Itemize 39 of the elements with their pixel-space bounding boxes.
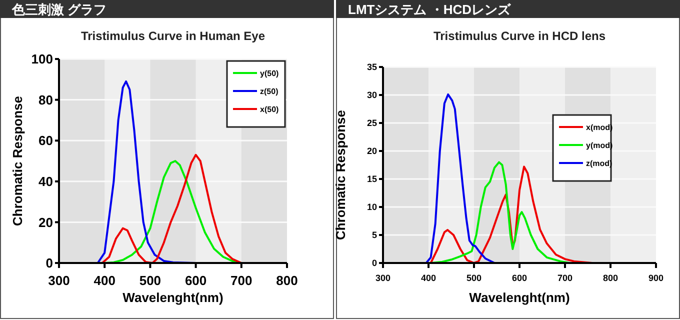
y-tick-label: 35: [366, 62, 377, 72]
line-series: [425, 93, 496, 264]
y-tick-label: 5: [372, 230, 377, 240]
y-tick-label: 0: [46, 256, 53, 271]
chart-title: 色三刺激 グラフ: [11, 2, 107, 17]
y-tick-label: 25: [366, 118, 377, 128]
legend-label: y(50): [260, 69, 280, 78]
chart-title: LMTシステム ・HCDレンズ: [348, 2, 512, 17]
y-tick-label: 30: [366, 90, 377, 100]
x-tick-label: 700: [230, 273, 252, 288]
y-axis-title: Chromatic Response: [333, 110, 348, 240]
legend-label: x(50): [260, 105, 280, 114]
x-tick-label: 900: [648, 273, 664, 283]
x-axis-title: Wavelenght(nm): [122, 290, 224, 305]
x-tick-label: 400: [94, 273, 116, 288]
x-tick-label: 600: [184, 273, 207, 288]
chart-subtitle: Tristimulus Curve in Human Eye: [80, 29, 266, 43]
x-tick-label: 600: [512, 273, 528, 283]
x-tick-label: 800: [276, 273, 298, 288]
y-axis-title: Chromatic Response: [10, 96, 25, 226]
legend-label: z(50): [260, 87, 279, 96]
y-tick-label: 60: [38, 133, 53, 148]
x-tick-label: 300: [48, 273, 70, 288]
x-tick-label: 700: [557, 273, 573, 283]
x-axis-title: Wavelenght(nm): [469, 290, 570, 305]
y-tick-label: 15: [366, 174, 377, 184]
y-tick-label: 40: [38, 174, 53, 189]
x-tick-label: 400: [420, 273, 436, 283]
y-tick-label: 80: [38, 92, 53, 108]
x-tick-label: 500: [139, 273, 162, 288]
y-tick-label: 100: [31, 52, 53, 67]
x-tick-label: 500: [466, 273, 482, 283]
x-tick-label: 800: [602, 273, 618, 283]
x-tick-label: 300: [375, 273, 391, 283]
y-tick-label: 10: [366, 202, 377, 212]
y-tick-label: 20: [38, 214, 53, 230]
chart-subtitle: Tristimulus Curve in HCD lens: [433, 29, 606, 43]
y-tick-label: 0: [372, 258, 377, 268]
y-tick-label: 20: [366, 146, 377, 156]
